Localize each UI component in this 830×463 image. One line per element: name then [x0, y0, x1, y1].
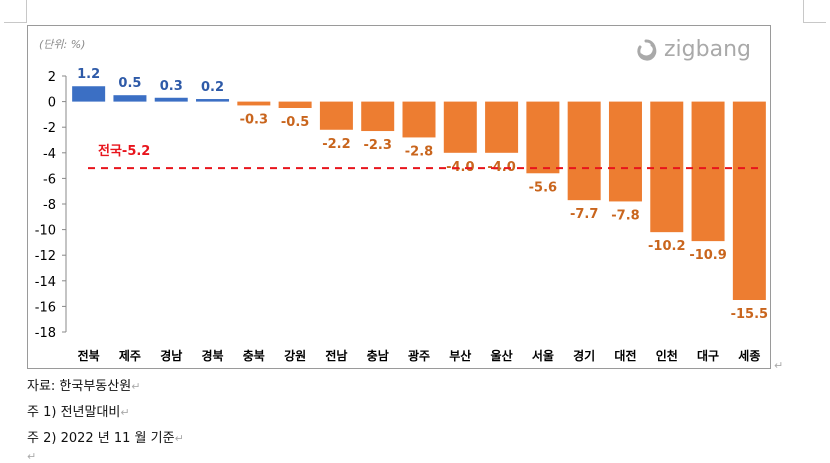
x-tick-label: 대구 — [697, 349, 719, 363]
bar — [485, 101, 519, 153]
x-tick-label: 울산 — [491, 348, 513, 363]
bar — [732, 101, 766, 300]
bar — [691, 101, 725, 242]
data-label: -0.5 — [281, 115, 309, 130]
bar — [608, 101, 642, 202]
data-label: -4.0 — [487, 160, 515, 175]
x-tick-label: 충남 — [367, 348, 389, 363]
x-tick-label: 경북 — [201, 349, 223, 363]
x-tick-label: 강원 — [284, 349, 306, 363]
x-tick-label: 대전 — [614, 348, 636, 363]
bar — [319, 101, 353, 130]
data-label: -7.8 — [611, 208, 639, 223]
paragraph-mark: ↵ — [174, 432, 184, 445]
data-label: -0.3 — [240, 112, 268, 127]
chart-frame: (단위: %) zigbang 2 0 -2 -4 -6 -8 -10 -12 -14 -16 -1… — [27, 25, 771, 369]
x-tick-label: 제주 — [119, 349, 141, 363]
data-label: 1.2 — [77, 67, 100, 82]
bar — [72, 86, 106, 102]
data-label: -7.7 — [570, 207, 598, 222]
data-label: 0.2 — [201, 80, 224, 95]
data-label: 0.3 — [160, 79, 183, 94]
bar — [196, 99, 230, 102]
y-tick-label: 0 — [48, 96, 56, 111]
page-corner-left — [4, 0, 27, 23]
bar — [278, 101, 312, 108]
x-tick-label: 인천 — [656, 348, 678, 363]
note-2: 주 2) 2022 년 11 월 기준↵ — [27, 427, 184, 446]
y-tick-label: -6 — [43, 172, 56, 187]
page-corner-right — [803, 0, 826, 23]
note-2-text: 주 2) 2022 년 11 월 기준 — [27, 431, 175, 446]
bar — [567, 101, 601, 201]
y-tick-label: -16 — [35, 300, 56, 315]
zigbang-logo: zigbang — [637, 37, 751, 62]
y-tick-label: -18 — [35, 326, 56, 341]
data-label: -4.0 — [446, 160, 474, 175]
x-tick-label: 서울 — [532, 348, 554, 363]
y-axis: 2 0 -2 -4 -6 -8 -10 -12 -14 -16 -18 — [35, 70, 67, 341]
x-tick-label: 충북 — [243, 348, 265, 363]
x-tick-label: 부산 — [449, 348, 471, 363]
y-tick-label: 2 — [48, 70, 56, 85]
x-tick-label: 전북 — [78, 348, 100, 363]
bar — [237, 101, 271, 106]
data-label: -5.6 — [529, 180, 557, 195]
data-label: -15.5 — [731, 307, 768, 322]
bar — [526, 101, 560, 174]
y-tick-label: -12 — [35, 249, 56, 264]
data-label: -2.2 — [322, 137, 350, 152]
bar — [154, 97, 188, 102]
paragraph-mark: ↵ — [774, 359, 784, 372]
x-tick-label: 세종 — [738, 348, 760, 363]
unit-label: (단위: %) — [39, 38, 85, 51]
paragraph-mark: ↵ — [131, 380, 141, 393]
data-label: -10.9 — [689, 248, 726, 263]
y-tick-label: -2 — [43, 121, 56, 136]
y-tick-label: -4 — [43, 147, 56, 162]
data-label: -2.3 — [363, 138, 391, 153]
x-tick-label: 경남 — [160, 348, 182, 363]
paragraph-mark: ↵ — [120, 406, 130, 419]
y-tick-label: -8 — [43, 198, 56, 213]
x-tick-label: 광주 — [408, 348, 430, 363]
paragraph-mark: ↵ — [27, 450, 37, 463]
y-tick-label: -14 — [35, 275, 56, 290]
note-1: 주 1) 전년말대비↵ — [27, 401, 130, 420]
bar — [113, 95, 147, 102]
bar — [650, 101, 684, 233]
bar-chart: (단위: %) zigbang 2 0 -2 -4 -6 -8 -10 -12 -14 -16 -1… — [35, 37, 768, 363]
bars: 1.2 전북 0.5 제주 0.3 경남 0.2 경북 -0.3 충북 -0.5 강원 -2.2 전남 -2… — [72, 67, 768, 363]
x-tick-label: 경기 — [573, 348, 595, 363]
bar — [402, 101, 436, 138]
zigbang-logo-text: zigbang — [664, 37, 751, 62]
y-tick-label: -10 — [35, 224, 56, 239]
source-text: 자료: 한국부동산원 — [27, 379, 132, 394]
note-1-text: 주 1) 전년말대비 — [27, 405, 121, 420]
data-label: -10.2 — [648, 239, 685, 254]
x-tick-label: 전남 — [325, 348, 347, 363]
reference-line-label: 전국-5.2 — [98, 143, 150, 159]
source-note: 자료: 한국부동산원↵ — [27, 375, 140, 394]
bar — [361, 101, 395, 132]
data-label: -2.8 — [405, 144, 433, 159]
bar — [443, 101, 477, 153]
reference-line-group: 전국-5.2 — [88, 143, 760, 170]
data-label: 0.5 — [118, 76, 141, 91]
